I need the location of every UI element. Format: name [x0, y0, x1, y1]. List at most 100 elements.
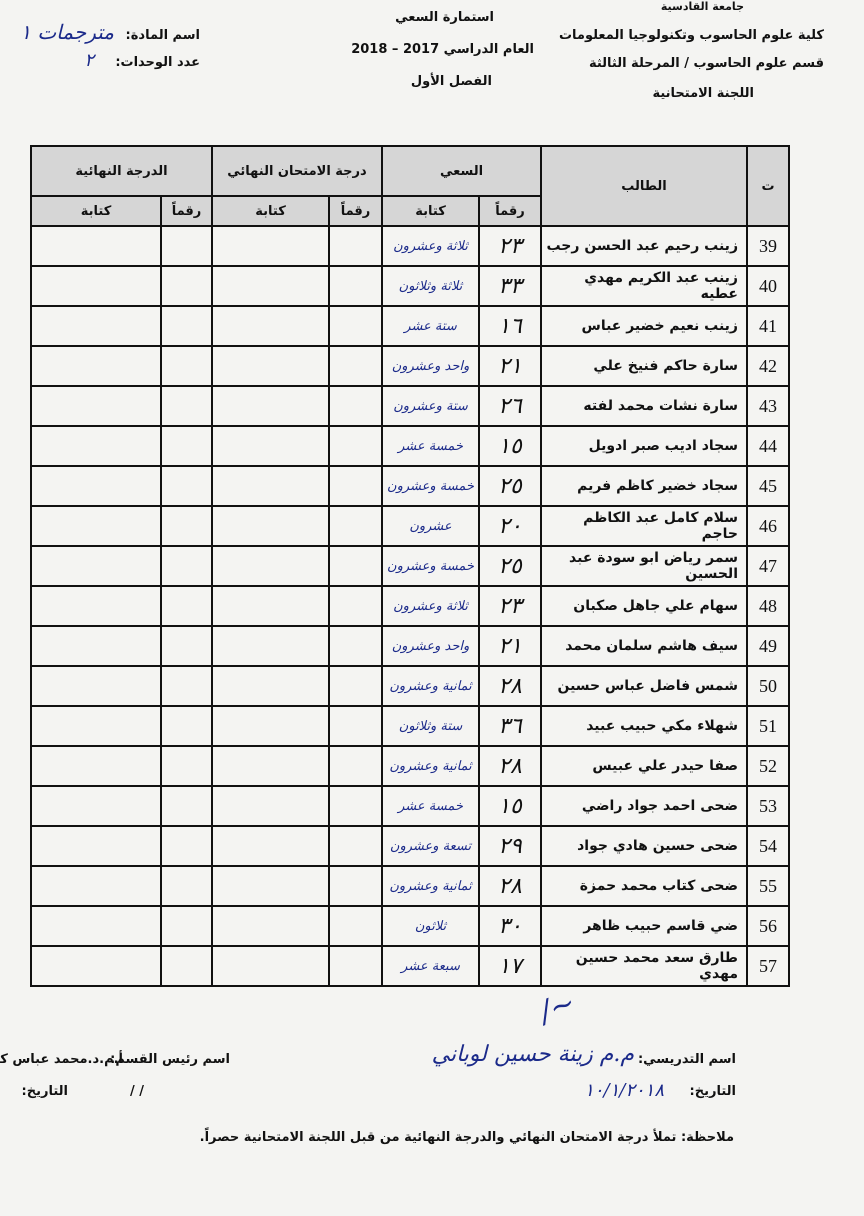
final-digits [160, 465, 213, 507]
row-number: 57 [746, 945, 790, 987]
table-row: 54 ضحى حسين هادي جواد ٢٩ تسعة وعشرون [30, 825, 790, 867]
effort-digits: ٢١ [478, 345, 542, 387]
units-value: ٢ [84, 50, 94, 71]
final-words [30, 265, 162, 307]
head-label: اسم رئيس القسم: [110, 1052, 230, 1067]
effort-digits: ٣٦ [478, 705, 542, 747]
effort-words: خمسة عشر [381, 425, 480, 467]
row-number: 54 [746, 825, 790, 867]
exam-digits [328, 225, 383, 267]
form-title: استمارة السعي [395, 10, 494, 25]
exam-words [211, 665, 330, 707]
exam-digits [328, 265, 383, 307]
exam-digits [328, 425, 383, 467]
final-digits [160, 945, 213, 987]
exam-digits [328, 625, 383, 667]
exam-words [211, 345, 330, 387]
exam-digits [328, 905, 383, 947]
exam-words [211, 385, 330, 427]
col-final: الدرجة النهائية [30, 145, 213, 197]
effort-words: ثمانية وعشرون [381, 865, 480, 907]
effort-words: تسعة وعشرون [381, 825, 480, 867]
student-name: سجاد اديب صبر ادويل [540, 425, 748, 467]
university: جامعة القادسية [660, 0, 744, 13]
exam-digits [328, 345, 383, 387]
exam-digits [328, 385, 383, 427]
final-words [30, 905, 162, 947]
exam-digits [328, 545, 383, 587]
row-number: 52 [746, 745, 790, 787]
student-name: سجاد خضير كاظم فريم [540, 465, 748, 507]
student-name: صفا حيدر علي عبيس [540, 745, 748, 787]
final-words [30, 745, 162, 787]
effort-digits: ١٦ [478, 305, 542, 347]
exam-words [211, 225, 330, 267]
final-words [30, 425, 162, 467]
student-name: سارة حاكم فنيخ علي [540, 345, 748, 387]
exam-digits [328, 865, 383, 907]
table-row: 49 سيف هاشم سلمان محمد ٢١ واحد وعشرون [30, 625, 790, 667]
table-row: 44 سجاد اديب صبر ادويل ١٥ خمسة عشر [30, 425, 790, 467]
grades-table: ت الطالب السعي درجة الامتحان النهائي الد… [30, 145, 790, 987]
teacher-label: اسم التدريسي: [637, 1052, 736, 1067]
final-words [30, 825, 162, 867]
student-name: زينب عبد الكريم مهدي عطيه [540, 265, 748, 307]
exam-digits [328, 585, 383, 627]
final-digits [160, 345, 213, 387]
table-row: 40 زينب عبد الكريم مهدي عطيه ٣٣ ثلاثة وثلاث… [30, 265, 790, 307]
exam-digits [328, 305, 383, 347]
effort-digits: ٢٨ [478, 665, 542, 707]
row-number: 49 [746, 625, 790, 667]
row-number: 47 [746, 545, 790, 587]
sub-digits: رقماً [478, 195, 542, 227]
exam-digits [328, 945, 383, 987]
row-number: 56 [746, 905, 790, 947]
head-value: أ.م.د.محمد عباس كاظم [0, 1052, 123, 1067]
effort-digits: ٢٨ [478, 865, 542, 907]
row-number: 40 [746, 265, 790, 307]
row-number: 53 [746, 785, 790, 827]
table-row: 52 صفا حيدر علي عبيس ٢٨ ثمانية وعشرون [30, 745, 790, 787]
row-number: 41 [746, 305, 790, 347]
sub-words: كتابة [30, 195, 162, 227]
final-digits [160, 665, 213, 707]
effort-words: ثمانية وعشرون [381, 665, 480, 707]
effort-digits: ٣٠ [478, 905, 542, 947]
head-date-value: / / [129, 1084, 144, 1099]
effort-words: خمسة وعشرون [381, 465, 480, 507]
effort-digits: ١٧ [478, 945, 542, 987]
table-row: 48 سهام علي جاهل صكبان ٢٣ ثلاثة وعشرون [30, 585, 790, 627]
final-digits [160, 225, 213, 267]
final-digits [160, 545, 213, 587]
effort-digits: ٢٠ [478, 505, 542, 547]
col-student: الطالب [540, 145, 748, 227]
final-digits [160, 505, 213, 547]
student-name: زينب رحيم عبد الحسن رجب [540, 225, 748, 267]
student-name: شمس فاضل عباس حسين [540, 665, 748, 707]
effort-digits: ٢٣ [478, 225, 542, 267]
exam-words [211, 705, 330, 747]
student-name: سلام كامل عبد الكاظم حاجم [540, 505, 748, 547]
effort-digits: ٢٥ [478, 545, 542, 587]
semester: الفصل الأول [410, 74, 492, 89]
effort-words: ثمانية وعشرون [381, 745, 480, 787]
effort-digits: ١٥ [478, 425, 542, 467]
signature: ~/ [535, 985, 581, 1030]
col-number: ت [746, 145, 790, 227]
table-row: 43 سارة نشات محمد لفته ٢٦ ستة وعشرون [30, 385, 790, 427]
effort-digits: ١٥ [478, 785, 542, 827]
exam-words [211, 585, 330, 627]
exam-digits [328, 665, 383, 707]
final-words [30, 345, 162, 387]
final-digits [160, 785, 213, 827]
exam-words [211, 865, 330, 907]
final-words [30, 225, 162, 267]
student-name: ضحى حسين هادي جواد [540, 825, 748, 867]
row-number: 51 [746, 705, 790, 747]
exam-digits [328, 785, 383, 827]
effort-words: خمسة عشر [381, 785, 480, 827]
table-row: 45 سجاد خضير كاظم فريم ٢٥ خمسة وعشرون [30, 465, 790, 507]
row-number: 46 [746, 505, 790, 547]
effort-digits: ٢١ [478, 625, 542, 667]
effort-words: خمسة وعشرون [381, 545, 480, 587]
